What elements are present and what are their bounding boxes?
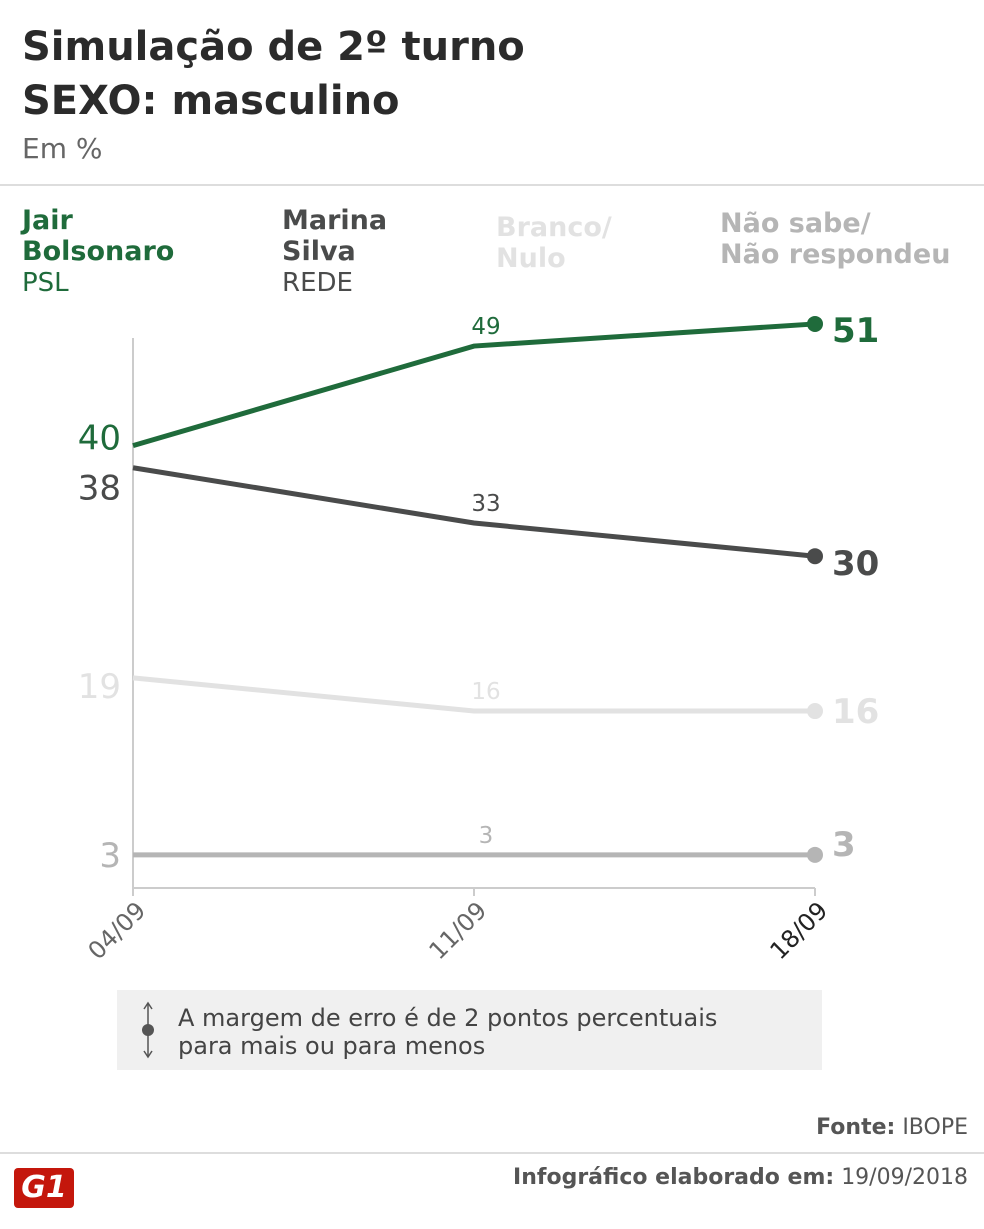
x-tick-label: 11/09 bbox=[424, 896, 493, 965]
logo: G1 bbox=[14, 1168, 74, 1208]
legend-party: REDE bbox=[282, 268, 353, 298]
value-label: 51 bbox=[832, 311, 879, 351]
series-line bbox=[132, 321, 816, 448]
x-tick-label: 04/09 bbox=[83, 896, 152, 965]
end-point bbox=[807, 315, 823, 332]
footer: Infográfico elaborado em: 19/09/2018 bbox=[513, 1165, 968, 1190]
value-label: 38 bbox=[78, 469, 121, 509]
legend-name: Jair Bolsonaro bbox=[22, 205, 175, 267]
value-label: 16 bbox=[832, 692, 879, 732]
note-box: A margem de erro é de 2 pontos percentua… bbox=[117, 990, 822, 1070]
title: Simulação de 2º turno bbox=[22, 24, 525, 70]
legend-item: Marina Silva REDE bbox=[282, 205, 387, 299]
value-label: 3 bbox=[99, 836, 121, 876]
divider bbox=[0, 184, 984, 186]
value-label: 30 bbox=[832, 544, 879, 584]
footer-value: 19/09/2018 bbox=[841, 1165, 968, 1190]
divider bbox=[0, 1152, 984, 1154]
legend-item: Jair Bolsonaro PSL bbox=[22, 205, 174, 299]
value-label: 3 bbox=[832, 825, 856, 865]
end-point bbox=[807, 548, 823, 565]
error-icon bbox=[142, 1001, 154, 1059]
value-label: 40 bbox=[78, 419, 121, 459]
footer-label: Infográfico elaborado em: bbox=[513, 1165, 835, 1190]
source-value: IBOPE bbox=[902, 1115, 968, 1140]
note: A margem de erro é de 2 pontos percentua… bbox=[178, 1004, 718, 1060]
legend-item: Não sabe/ Não respondeu bbox=[720, 208, 950, 270]
end-point bbox=[807, 703, 823, 720]
legend-name: Não sabe/ Não respondeu bbox=[720, 208, 951, 270]
legend-item: Branco/ Nulo bbox=[496, 212, 612, 274]
x-tick-label: 18/09 bbox=[765, 896, 834, 965]
value-label: 33 bbox=[471, 491, 500, 517]
source-label: Fonte: bbox=[816, 1115, 896, 1140]
value-label: 3 bbox=[479, 823, 494, 849]
value-label: 16 bbox=[471, 679, 500, 705]
value-label: 19 bbox=[78, 667, 121, 707]
value-label: 49 bbox=[471, 314, 500, 340]
source: Fonte: IBOPE bbox=[816, 1115, 968, 1140]
series-line bbox=[132, 675, 815, 714]
legend-name: Marina Silva bbox=[282, 205, 388, 267]
legend-party: PSL bbox=[22, 268, 69, 298]
series-line bbox=[132, 465, 816, 559]
legend-name: Branco/ Nulo bbox=[496, 212, 612, 274]
unit: Em % bbox=[22, 132, 103, 165]
subtitle: SEXO: masculino bbox=[22, 78, 400, 124]
end-point bbox=[807, 846, 823, 863]
